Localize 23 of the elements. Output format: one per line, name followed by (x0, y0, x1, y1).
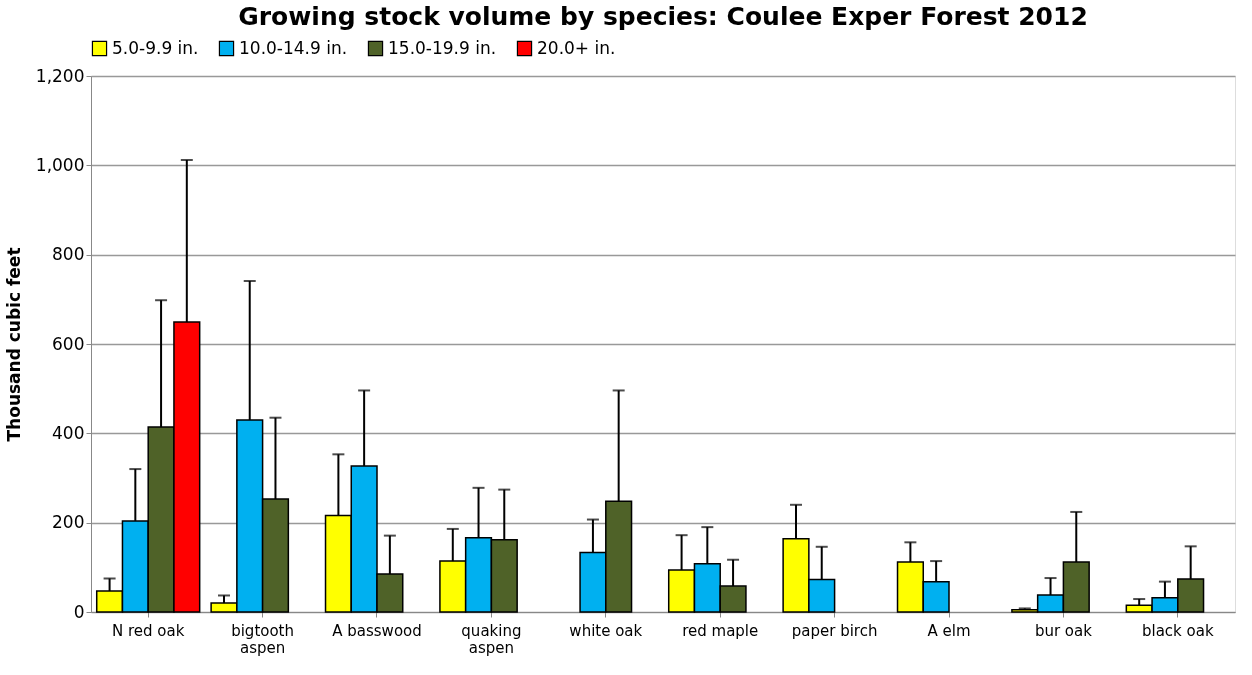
chart-title: Growing stock volume by species: Coulee Exper Forest 2012 (238, 2, 1088, 31)
x-tick-label: black oak (1141, 621, 1214, 640)
legend-label: 5.0-9.9 in. (112, 37, 199, 58)
y-tick-label: 400 (52, 422, 85, 443)
x-tick-label: bigtooth aspen (231, 621, 295, 657)
legend-label: 20.0+ in. (537, 37, 616, 58)
x-tick-label: red maple (682, 621, 759, 640)
x-tick-label: A basswood (332, 621, 422, 640)
x-tick-label: bur oak (1034, 621, 1093, 640)
x-tick-label: white oak (569, 621, 643, 640)
x-tick-label: N red oak (112, 621, 185, 640)
x-tick-label: A elm (927, 621, 971, 640)
y-tick-label: 1,000 (35, 154, 85, 175)
legend-label: 10.0-14.9 in. (239, 37, 348, 58)
y-tick-label: 0 (73, 601, 85, 622)
y-tick-label: 600 (52, 333, 85, 354)
y-tick-label: 800 (52, 244, 85, 265)
x-tick-label: quaking aspen (461, 621, 522, 657)
y-tick-label: 200 (52, 512, 85, 533)
y-axis-title: Thousand cubic feet (3, 247, 24, 442)
x-tick-label: paper birch (791, 621, 878, 640)
legend-label: 15.0-19.9 in. (388, 37, 497, 58)
y-tick-label: 1,200 (35, 65, 85, 86)
